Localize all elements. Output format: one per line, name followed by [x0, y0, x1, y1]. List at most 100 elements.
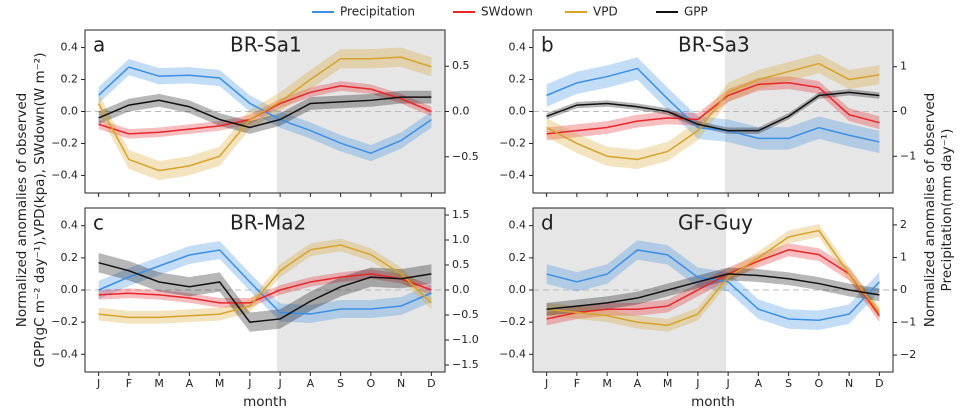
uncertainty-band	[98, 269, 432, 308]
uncertainty-band	[546, 57, 880, 154]
x-tick-label: J	[247, 377, 251, 390]
x-tick-label: O	[367, 377, 376, 390]
series-line	[546, 249, 880, 320]
panel-title: BR-Ma2	[230, 211, 306, 235]
x-tick-label: N	[397, 377, 405, 390]
y2-tick-label: −0.5	[452, 150, 479, 163]
y2-tick-label: 0.0	[452, 283, 470, 296]
x-tick-label: A	[307, 377, 315, 390]
x-tick-label: A	[634, 377, 642, 390]
y2-tick-label: −1.5	[452, 358, 479, 371]
y2-tick-label: 0	[900, 105, 907, 118]
y2-tick-label: −1	[900, 149, 916, 162]
uncertainty-band	[98, 47, 432, 181]
y2-tick-label: −1	[900, 316, 916, 329]
uncertainty-band	[98, 253, 432, 332]
y-tick-label: −0.4	[51, 168, 78, 181]
series-line	[546, 67, 880, 143]
x-tick-label: M	[215, 377, 225, 390]
uncertainty-band	[98, 238, 432, 324]
x-tick-label: J	[544, 377, 548, 390]
panel-title: BR-Sa1	[230, 33, 302, 57]
y2-tick-label: 0	[900, 283, 907, 296]
plot-area	[533, 208, 893, 372]
x-tick-label: S	[785, 377, 792, 390]
y-label: GPP(gC m⁻² day⁻¹),VPD(kpa), SWdown(W m⁻²…	[32, 53, 48, 368]
series-line	[546, 81, 880, 135]
y-tick-label: 0.0	[509, 105, 527, 118]
y2-label: Normalized anomalies of observed	[922, 93, 938, 327]
y-tick-label: 0.2	[61, 73, 79, 86]
series-line	[98, 249, 432, 315]
series-line	[546, 273, 880, 311]
y2-tick-label: 2	[900, 218, 907, 231]
x-label: month	[243, 394, 287, 410]
panel-label: c	[93, 211, 104, 235]
y2-tick-label: 1.5	[452, 208, 470, 221]
y2-label: Precipitation(mm day⁻¹)	[939, 129, 955, 292]
legend-label: GPP	[684, 5, 708, 19]
series-line	[546, 249, 880, 322]
y2-tick-label: −2	[900, 348, 916, 361]
plot-area	[85, 30, 445, 193]
y-tick-label: 0.0	[509, 283, 527, 296]
panel-title: GF-Guy	[678, 211, 753, 235]
y2-tick-label: −1.0	[452, 333, 479, 346]
x-tick-label: S	[337, 377, 344, 390]
y-tick-label: −0.2	[499, 136, 526, 149]
x-tick-label: F	[574, 377, 580, 390]
uncertainty-band	[546, 240, 880, 331]
y-tick-label: −0.2	[499, 315, 526, 328]
y2-tick-label: 0.5	[452, 59, 470, 72]
panel-label: a	[93, 33, 105, 57]
y-tick-label: 0.4	[509, 41, 527, 54]
uncertainty-band	[546, 89, 880, 134]
series-line	[546, 91, 880, 132]
y2-tick-label: −0.5	[452, 308, 479, 321]
y2-tick-label: 0.0	[452, 105, 470, 118]
x-tick-label: F	[126, 377, 132, 390]
x-label: month	[691, 394, 735, 410]
y2-tick-label: 0.5	[452, 258, 470, 271]
y-tick-label: 0.2	[509, 73, 527, 86]
x-tick-label: M	[154, 377, 164, 390]
plot-area	[533, 30, 893, 193]
x-tick-label: J	[278, 377, 282, 390]
series-line	[546, 62, 880, 161]
legend-label: SWdown	[481, 5, 533, 19]
uncertainty-band	[98, 241, 432, 323]
panel-title: BR-Sa3	[678, 33, 750, 57]
x-tick-label: M	[663, 377, 673, 390]
y-tick-label: 0.0	[61, 105, 79, 118]
series-line	[546, 229, 880, 327]
series-line	[98, 244, 432, 319]
y-tick-label: 0.4	[61, 41, 79, 54]
x-tick-label: O	[815, 377, 824, 390]
series-line	[98, 273, 432, 304]
series-line	[97, 56, 432, 172]
y2-tick-label: 1	[900, 250, 907, 263]
y-tick-label: 0.2	[509, 251, 527, 264]
x-tick-label: M	[602, 377, 612, 390]
legend-label: VPD	[593, 5, 618, 19]
y-tick-label: 0.0	[61, 283, 79, 296]
legend-label: Precipitation	[340, 5, 415, 19]
x-tick-label: A	[186, 377, 194, 390]
panel-label: b	[541, 33, 554, 57]
y-tick-label: 0.4	[509, 219, 527, 232]
panel-label: d	[541, 211, 554, 235]
y-tick-label: −0.2	[51, 136, 78, 149]
x-tick-label: J	[695, 377, 699, 390]
x-tick-label: N	[845, 377, 853, 390]
y-tick-label: 0.4	[61, 219, 79, 232]
y-tick-label: −0.2	[51, 315, 78, 328]
x-tick-label: J	[96, 377, 100, 390]
series-line	[98, 261, 432, 323]
y-tick-label: −0.4	[51, 347, 78, 360]
uncertainty-band	[546, 243, 880, 326]
series-line	[98, 96, 432, 129]
y2-tick-label: 1	[900, 60, 907, 73]
y-tick-label: −0.4	[499, 347, 526, 360]
plot-area	[85, 208, 445, 372]
